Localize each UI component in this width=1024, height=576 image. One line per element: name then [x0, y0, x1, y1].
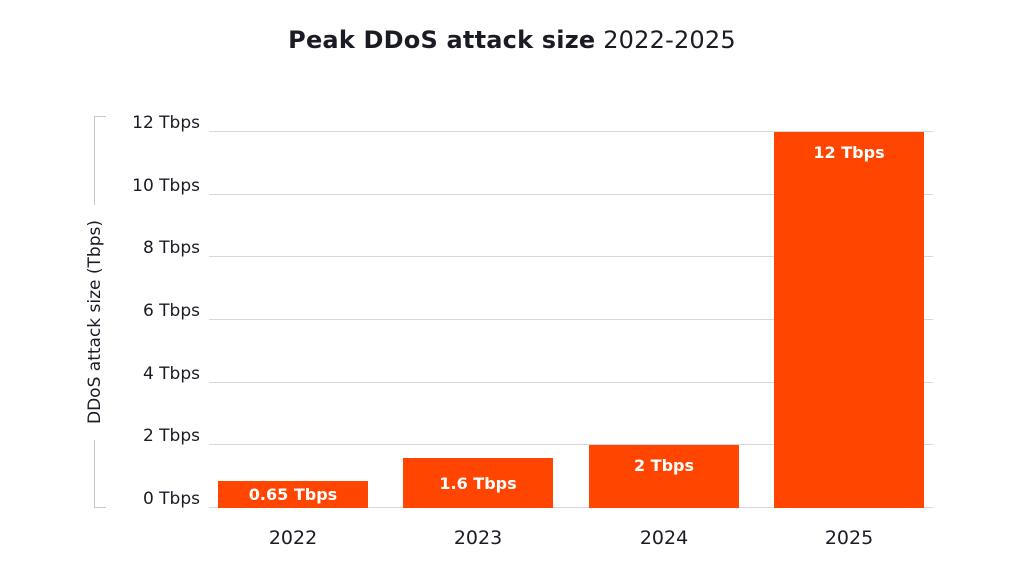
chart-title-main: Peak DDoS attack size [288, 26, 596, 54]
bar-value-label-2024: 2 Tbps [633, 456, 695, 475]
y-tick-label-2: 2 Tbps [142, 426, 200, 447]
y-axis-bracket-lower-line [94, 440, 95, 508]
bar-value-label-2023: 1.6 Tbps [439, 474, 517, 493]
chart-title: Peak DDoS attack size 2022-2025 [0, 26, 1024, 54]
bar-2024: 2 Tbps [589, 445, 739, 508]
x-tick-label-2025: 2025 [824, 527, 874, 549]
gridline-12 [209, 131, 933, 132]
y-axis-bracket-top-tick [94, 116, 106, 117]
y-axis-bracket-bottom-tick [94, 507, 106, 508]
y-tick-label-0: 0 Tbps [142, 489, 200, 509]
y-tick-label-4: 4 Tbps [142, 363, 200, 384]
gridline-0 [209, 507, 933, 508]
x-tick-label-2024: 2024 [639, 527, 689, 549]
x-tick-label-2022: 2022 [268, 527, 318, 549]
bar-2023: 1.6 Tbps [403, 458, 553, 508]
gridline-10 [209, 193, 933, 195]
y-tick-label-12: 12 Tbps [132, 113, 200, 133]
chart-title-range: 2022-2025 [603, 26, 736, 54]
y-tick-label-8: 8 Tbps [142, 238, 200, 259]
y-axis-bracket-upper-line [94, 116, 95, 205]
bar-2022: 0.65 Tbps [218, 481, 368, 508]
gridline-8 [209, 256, 933, 258]
bar-value-label-2022: 0.65 Tbps [248, 485, 338, 504]
gridline-6 [209, 319, 933, 320]
x-tick-label-2023: 2023 [453, 527, 503, 549]
gridline-4 [209, 381, 933, 383]
bar-2025: 12 Tbps [774, 132, 924, 508]
y-tick-label-10: 10 Tbps [132, 175, 200, 196]
y-tick-label-6: 6 Tbps [142, 301, 200, 321]
bar-value-label-2025: 12 Tbps [813, 143, 885, 162]
gridline-2 [209, 444, 933, 446]
